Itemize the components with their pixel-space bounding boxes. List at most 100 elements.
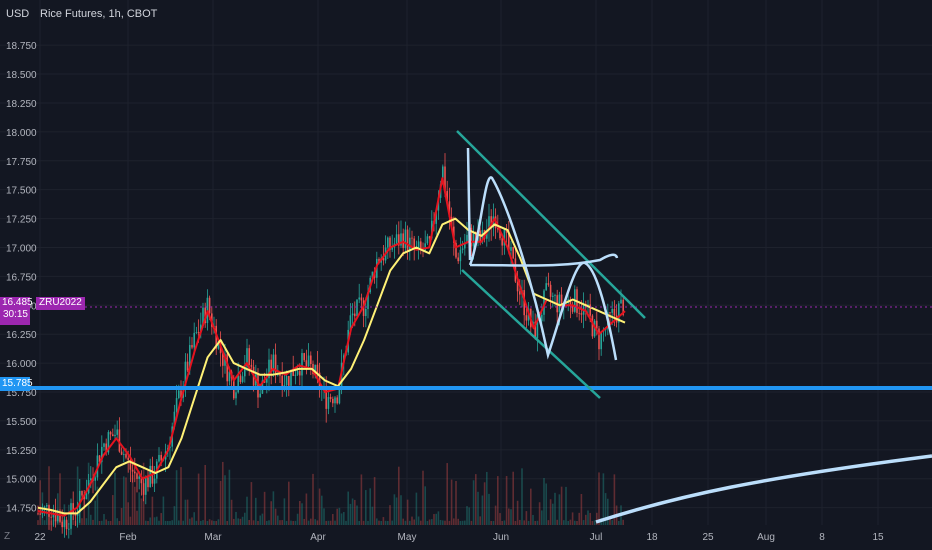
volume-bar xyxy=(239,518,242,525)
candle-body xyxy=(131,469,134,472)
candle-body xyxy=(147,477,149,488)
volume-bar xyxy=(248,519,250,525)
volume-bar xyxy=(519,519,521,525)
volume-bar xyxy=(446,463,448,525)
volume-bar xyxy=(523,520,525,525)
candle-body xyxy=(178,390,180,399)
volume-bar xyxy=(109,520,112,525)
candle-body xyxy=(303,353,305,361)
candle-body xyxy=(98,455,101,463)
candle-body xyxy=(202,307,204,325)
volume-bar xyxy=(356,505,358,525)
candle-body xyxy=(307,355,310,367)
volume-bar xyxy=(461,520,464,525)
volume-bar xyxy=(215,521,217,525)
volume-bar xyxy=(173,506,176,525)
candle-body xyxy=(488,216,490,231)
volume-bar xyxy=(569,519,572,525)
x-tick-label: Feb xyxy=(119,532,137,543)
timezone-icon[interactable]: Z xyxy=(4,531,11,542)
volume-bar xyxy=(68,504,70,525)
volume-bar xyxy=(94,500,96,525)
y-tick-label: 17.500 xyxy=(6,186,37,197)
volume-bar xyxy=(90,514,92,525)
volume-bar xyxy=(501,520,503,525)
candle-body xyxy=(387,237,389,248)
volume-bar xyxy=(413,519,415,525)
x-tick-label: Jun xyxy=(493,532,509,543)
volume-bar xyxy=(466,506,468,525)
volume-bar xyxy=(516,500,519,525)
volume-bar xyxy=(283,498,286,525)
volume-bar xyxy=(571,512,574,525)
symbol-title[interactable]: Rice Futures, 1h, CBOT xyxy=(40,8,158,20)
candle-body xyxy=(360,297,363,301)
candle-body xyxy=(409,237,411,251)
candle-body xyxy=(237,375,239,393)
candle-body xyxy=(189,345,191,371)
volume-bar xyxy=(105,519,107,525)
volume-bar xyxy=(43,520,46,525)
y-tick-label: 16.000 xyxy=(6,359,37,370)
candle-body xyxy=(382,258,385,261)
volume-bar xyxy=(422,470,424,525)
candle-body xyxy=(50,516,52,518)
candle-body xyxy=(549,284,552,297)
volume-bar xyxy=(92,519,94,525)
support-level-badge: 15.785 xyxy=(0,377,33,391)
candle-body xyxy=(299,371,301,376)
volume-bar xyxy=(494,505,497,525)
volume-bar xyxy=(129,516,132,525)
candle-body xyxy=(59,514,61,522)
candle-body xyxy=(263,380,266,383)
candle-body xyxy=(455,242,457,258)
candle-body xyxy=(180,390,182,398)
volume-bar xyxy=(123,476,125,525)
candle-body xyxy=(470,227,473,247)
volume-bar xyxy=(349,503,352,525)
volume-bar xyxy=(169,520,171,525)
volume-bar xyxy=(457,518,459,525)
volume-bar xyxy=(255,497,257,525)
candle-body xyxy=(241,376,244,382)
volume-bar xyxy=(59,473,61,525)
volume-bar xyxy=(426,520,429,525)
volume-bar xyxy=(567,520,569,525)
y-tick-label: 16.750 xyxy=(6,272,37,283)
candle-body xyxy=(479,230,481,243)
volume-bar xyxy=(310,518,312,525)
volume-bar xyxy=(435,513,437,525)
volume-bar xyxy=(382,517,385,525)
volume-bar xyxy=(103,514,105,525)
candle-body xyxy=(501,238,503,246)
volume-bar xyxy=(252,520,255,525)
candle-body xyxy=(74,513,77,516)
volume-bar xyxy=(488,493,490,525)
volume-bar xyxy=(332,514,334,525)
candle-body xyxy=(153,478,156,484)
volume-bar xyxy=(428,519,431,525)
volume-bar xyxy=(400,495,402,525)
volume-bar xyxy=(197,473,200,525)
candle-body xyxy=(596,320,598,329)
volume-bar xyxy=(237,518,239,525)
candle-body xyxy=(281,375,283,389)
candle-body xyxy=(105,443,107,453)
volume-bar xyxy=(191,517,193,525)
candle-body xyxy=(391,247,393,250)
volume-bar xyxy=(574,520,576,525)
volume-bar xyxy=(351,498,354,525)
candle-body xyxy=(541,314,543,322)
y-tick-label: 16.250 xyxy=(6,330,37,341)
candle-body xyxy=(417,241,420,249)
volume-bar xyxy=(481,495,484,525)
volume-bar xyxy=(596,512,598,525)
currency-label: USD xyxy=(6,8,30,20)
volume-bar xyxy=(521,468,523,525)
candle-body xyxy=(107,432,110,453)
y-tick-label: 15.750 xyxy=(6,388,37,399)
volume-bar xyxy=(294,520,297,525)
x-tick-label: Jul xyxy=(590,532,603,543)
volume-bar xyxy=(613,474,616,525)
